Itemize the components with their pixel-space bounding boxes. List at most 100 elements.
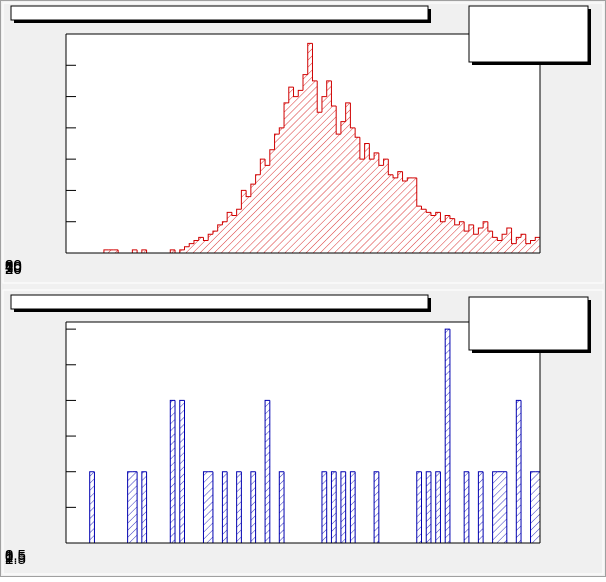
- bar: [184, 246, 190, 253]
- y-tick-label: 20: [5, 261, 22, 278]
- bar: [274, 134, 280, 253]
- bar: [350, 127, 356, 253]
- bar: [340, 121, 346, 253]
- bar-outline: [435, 211, 441, 216]
- bar: [246, 196, 251, 253]
- bar-outline: [421, 206, 427, 210]
- bar: [255, 174, 261, 253]
- bar-outline: [221, 471, 228, 543]
- bar-outline: [141, 249, 147, 253]
- y-tick-label: 1.5: [5, 547, 26, 564]
- bar: [388, 174, 394, 253]
- bar-outline: [283, 102, 289, 128]
- bar-outline: [340, 471, 346, 543]
- bar-outline: [188, 243, 194, 247]
- bar-outline: [482, 221, 488, 228]
- stats-box: [468, 5, 589, 63]
- bar-outline: [496, 237, 503, 241]
- bar-outline: [264, 159, 270, 166]
- y-tick-label: 1: [5, 551, 13, 568]
- bar-outline: [520, 233, 526, 238]
- bar-outline: [501, 233, 507, 241]
- bar-outline: [416, 177, 422, 207]
- bar: [468, 224, 474, 253]
- bar: [340, 471, 346, 543]
- bar-outline: [368, 143, 375, 160]
- bar: [108, 249, 114, 253]
- bar: [525, 243, 531, 253]
- bar: [473, 234, 479, 253]
- bar: [307, 43, 313, 254]
- y-tick-label: 10: [5, 259, 22, 276]
- bar-outline: [307, 42, 313, 75]
- bar: [487, 231, 493, 253]
- bar-outline: [321, 471, 327, 543]
- bar: [412, 177, 417, 253]
- bar: [331, 471, 337, 543]
- bar-outline: [525, 234, 531, 245]
- bar: [535, 471, 540, 543]
- bar-outline: [506, 227, 512, 235]
- bar: [331, 105, 337, 253]
- bar-outline: [330, 471, 337, 543]
- bar: [89, 471, 95, 543]
- bar-outline: [217, 224, 223, 232]
- bar: [364, 143, 370, 253]
- bar-outline: [349, 102, 356, 129]
- bar-outline: [425, 209, 431, 213]
- bar: [521, 234, 526, 253]
- bar-outline: [264, 399, 270, 543]
- bar: [132, 471, 138, 543]
- y-tick-label: 0: [5, 257, 13, 274]
- bar: [303, 74, 308, 254]
- bar-outline: [297, 89, 303, 97]
- bar: [298, 90, 303, 253]
- bar-outline: [269, 149, 275, 166]
- bar: [407, 177, 413, 253]
- bar-outline: [373, 471, 379, 543]
- bar-outline: [302, 74, 308, 91]
- bar: [326, 80, 332, 253]
- bar-outline: [212, 230, 218, 235]
- y-tick-label: 30: [5, 257, 22, 274]
- bar-outline: [250, 183, 256, 197]
- bar-outline: [226, 211, 232, 222]
- bar: [497, 471, 503, 543]
- bar: [293, 96, 299, 253]
- bar-outline: [335, 105, 341, 135]
- bar: [374, 152, 379, 253]
- bar: [359, 159, 365, 253]
- bar: [288, 87, 294, 253]
- bar-outline: [402, 171, 408, 182]
- bar-outline: [202, 237, 209, 241]
- bar: [506, 227, 512, 253]
- bar: [402, 181, 408, 253]
- bar: [222, 221, 228, 253]
- bar: [416, 471, 422, 543]
- bar-outline: [293, 87, 299, 98]
- bar: [435, 471, 441, 543]
- bar: [127, 471, 133, 543]
- bar-outline: [511, 227, 517, 245]
- bar-outline: [435, 471, 441, 543]
- bar-outline: [463, 471, 469, 543]
- bar: [208, 234, 213, 253]
- bar-outline: [330, 80, 337, 107]
- bar: [459, 221, 465, 253]
- bar: [170, 249, 176, 253]
- bar-outline: [278, 127, 285, 135]
- stats-box: [468, 296, 589, 351]
- bar: [317, 112, 322, 253]
- y-tick-label: 40: [5, 259, 22, 276]
- bar: [511, 243, 517, 253]
- bar: [393, 177, 398, 253]
- bar: [189, 243, 194, 253]
- y-tick-label: 70: [5, 259, 22, 276]
- bar: [435, 212, 441, 253]
- bar-outline: [169, 399, 176, 543]
- bar: [374, 471, 379, 543]
- bar-outline: [468, 224, 474, 232]
- bar-outline: [193, 239, 199, 244]
- bar: [445, 329, 450, 543]
